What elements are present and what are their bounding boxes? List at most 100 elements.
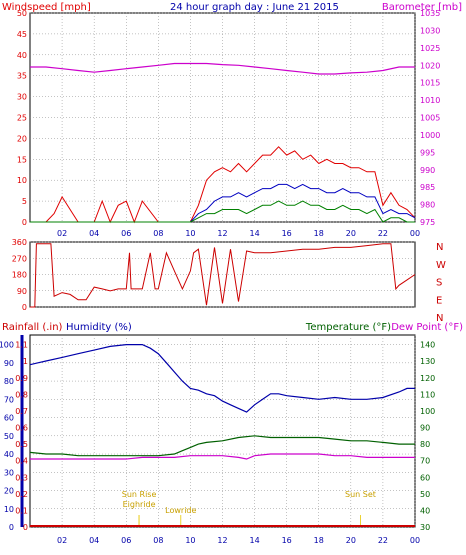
wind-tick-label: 35 — [17, 72, 27, 81]
dew-point-axis-label: Dew Point (°F) — [391, 322, 463, 333]
temperature-tick-label: 80 — [420, 440, 430, 449]
hour-tick-label: 14 — [249, 229, 259, 238]
humidity-line — [29, 344, 415, 413]
wind-tick-label: 30 — [17, 93, 27, 102]
grid-layer — [20, 12, 416, 528]
wind-tick-label: 10 — [17, 176, 27, 185]
direction-tick-label: 0 — [22, 303, 27, 312]
barometer-line — [30, 62, 415, 75]
temperature-tick-label: 120 — [420, 374, 435, 383]
hour-tick-label: 04 — [89, 536, 99, 545]
barometer-tick-label: 1035 — [420, 9, 440, 18]
direction-tick-label: 180 — [12, 271, 27, 280]
solar-event-label: Lowride — [165, 506, 196, 515]
temperature-axis-label: Temperature (°F) — [305, 322, 391, 333]
humidity-axis-label: Humidity (%) — [66, 322, 132, 333]
temperature-tick-label: 110 — [420, 390, 435, 399]
rainfall-tick-label: 0.6 — [15, 424, 28, 433]
rainfall-tick-label: 0.7 — [15, 407, 28, 416]
compass-label: W — [436, 260, 446, 271]
temperature-tick-label: 40 — [420, 506, 430, 515]
barometer-tick-label: 980 — [420, 201, 435, 210]
barometer-tick-label: 1030 — [420, 26, 440, 35]
barometer-tick-label: 1005 — [420, 114, 440, 123]
temperature-tick-label: 70 — [420, 457, 430, 466]
direction-tick-label: 90 — [17, 287, 27, 296]
barometer-tick-label: 985 — [420, 183, 435, 192]
barometer-tick-label: 1015 — [420, 79, 440, 88]
barometer-tick-label: 1000 — [420, 131, 440, 140]
hour-tick-label: 02 — [57, 229, 67, 238]
hour-tick-label: 00 — [410, 229, 420, 238]
barometer-tick-label: 1020 — [420, 61, 440, 70]
direction-tick-label: 360 — [12, 238, 27, 247]
tick-layer: 0510152025303540455097598098599099510001… — [0, 9, 446, 545]
temperature-tick-label: 60 — [420, 473, 430, 482]
rainfall-tick-label: 0.8 — [15, 390, 28, 399]
humidity-tick-label: 60 — [4, 414, 14, 423]
rainfall-tick-label: 0.5 — [15, 440, 28, 449]
solar-event-label: Eighride — [123, 500, 156, 509]
compass-label: N — [436, 242, 443, 253]
solar-event-label: Sun Rise — [122, 490, 157, 499]
rainfall-axis-label: Rainfall (.in) — [2, 322, 63, 333]
hour-tick-label: 20 — [346, 229, 356, 238]
temperature-tick-label: 140 — [420, 341, 435, 350]
humidity-tick-label: 30 — [4, 468, 14, 477]
wind-tick-label: 15 — [17, 155, 27, 164]
hour-tick-label: 18 — [314, 229, 324, 238]
wind-average-line — [30, 183, 416, 223]
barometer-tick-label: 1010 — [420, 96, 440, 105]
humidity-tick-label: 50 — [4, 432, 14, 441]
rainfall-tick-label: 0.2 — [15, 490, 28, 499]
rainfall-tick-label: 1.1 — [15, 341, 28, 350]
humidity-tick-label: 20 — [4, 487, 14, 496]
hour-tick-label: 02 — [57, 536, 67, 545]
chart-title: 24 hour graph day : June 21 2015 — [170, 2, 339, 13]
wind-low-line — [30, 200, 415, 223]
barometer-tick-label: 1025 — [420, 44, 440, 53]
wind-direction-line — [30, 243, 416, 308]
wind-tick-label: 20 — [17, 134, 27, 143]
barometer-tick-label: 995 — [420, 148, 435, 157]
temperature-tick-label: 130 — [420, 357, 435, 366]
direction-tick-label: 270 — [12, 254, 27, 263]
wind-tick-label: 25 — [17, 114, 27, 123]
series-layer — [29, 62, 416, 527]
rainfall-tick-label: 0.1 — [15, 506, 28, 515]
rainfall-tick-label: 0.9 — [15, 374, 28, 383]
hour-tick-label: 08 — [153, 229, 163, 238]
barometer-tick-label: 990 — [420, 166, 435, 175]
rainfall-tick-label: 0.4 — [15, 457, 28, 466]
temperature-tick-label: 50 — [420, 490, 430, 499]
barometer-axis-label: Barometer [mb] — [382, 2, 462, 13]
hour-tick-label: 16 — [282, 229, 292, 238]
compass-label: E — [436, 295, 442, 306]
dew-point-line — [30, 453, 415, 460]
hour-tick-label: 06 — [121, 229, 131, 238]
hour-tick-label: 12 — [217, 536, 227, 545]
rainfall-tick-label: 0 — [23, 523, 28, 532]
hour-tick-label: 18 — [314, 536, 324, 545]
wind-tick-label: 5 — [22, 197, 27, 206]
humidity-tick-label: 70 — [4, 395, 14, 404]
humidity-tick-label: 100 — [0, 341, 14, 350]
humidity-tick-label: 0 — [9, 523, 14, 532]
humidity-tick-label: 80 — [4, 377, 14, 386]
solar-event-label: Sun Set — [345, 490, 376, 499]
wind-gust-line — [30, 146, 416, 224]
rainfall-tick-label: 0.3 — [15, 473, 28, 482]
humidity-tick-label: 40 — [4, 450, 14, 459]
hour-tick-label: 10 — [185, 536, 195, 545]
hour-tick-label: 22 — [378, 229, 388, 238]
compass-label: S — [436, 278, 442, 289]
hour-tick-label: 08 — [153, 536, 163, 545]
wind-tick-label: 0 — [22, 218, 27, 227]
temperature-tick-label: 30 — [420, 523, 430, 532]
humidity-tick-label: 10 — [4, 505, 14, 514]
hour-tick-label: 12 — [217, 229, 227, 238]
compass-label: N — [436, 313, 443, 324]
hour-tick-label: 22 — [378, 536, 388, 545]
temperature-tick-label: 90 — [420, 424, 430, 433]
